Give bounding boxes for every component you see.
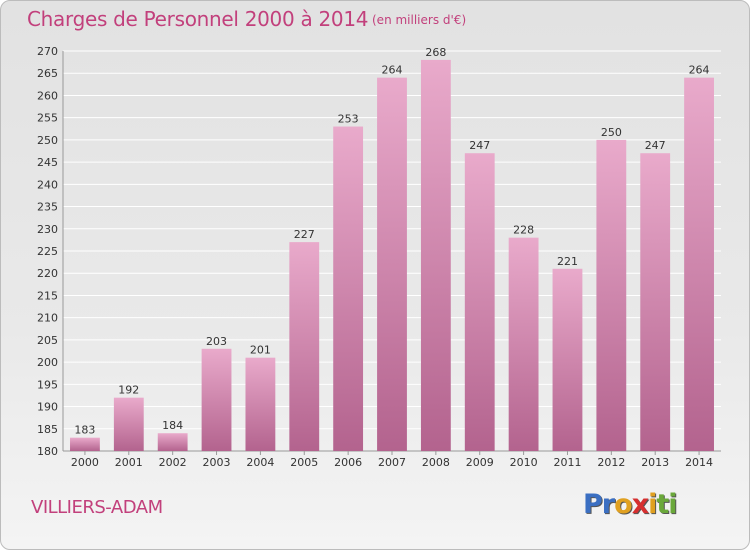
bar	[70, 437, 100, 451]
data-label: 228	[513, 224, 534, 237]
bar	[596, 139, 627, 451]
y-tick-label: 270	[37, 45, 58, 58]
y-tick-label: 225	[37, 245, 58, 258]
logo-letter: o	[614, 489, 633, 520]
data-label: 247	[469, 139, 490, 152]
bar	[201, 348, 232, 451]
data-label: 192	[118, 384, 139, 397]
x-tick-label: 2003	[203, 456, 231, 469]
city-name: VILLIERS-ADAM	[31, 497, 163, 518]
x-tick-label: 2012	[597, 456, 625, 469]
bar	[420, 59, 451, 452]
x-tick-label: 2006	[334, 456, 362, 469]
data-label: 203	[206, 335, 227, 348]
x-tick-label: 2013	[641, 456, 669, 469]
y-tick-label: 240	[37, 178, 58, 191]
bar	[289, 242, 320, 451]
chart-title: Charges de Personnel 2000 à 2014	[27, 7, 369, 31]
x-tick-label: 2004	[246, 456, 274, 469]
data-label: 201	[250, 344, 271, 357]
bar	[157, 433, 188, 451]
y-tick-label: 250	[37, 134, 58, 147]
data-label: 184	[162, 419, 183, 432]
y-tick-label: 180	[37, 445, 58, 458]
bars	[70, 59, 714, 452]
x-tick-label: 2008	[422, 456, 450, 469]
data-label: 183	[74, 424, 95, 437]
y-tick-label: 210	[37, 312, 58, 325]
data-label: 221	[557, 255, 578, 268]
y-tick-label: 260	[37, 89, 58, 102]
bar	[684, 77, 714, 452]
logo-letter: r	[601, 489, 615, 520]
data-label: 264	[689, 64, 710, 77]
data-label: 253	[338, 113, 359, 126]
y-tick-label: 190	[37, 401, 58, 414]
bar	[464, 153, 495, 451]
chart-subtitle: (en milliers d'€)	[372, 13, 467, 27]
y-tick-label: 235	[37, 201, 58, 214]
x-tick-label: 2007	[378, 456, 406, 469]
bar	[377, 77, 407, 452]
x-tick-label: 2005	[290, 456, 318, 469]
bar	[508, 237, 539, 451]
data-label: 227	[294, 228, 315, 241]
y-tick-label: 255	[37, 112, 58, 125]
proxiti-logo[interactable]: Proxiti	[583, 489, 678, 520]
value-labels: 183 192 184 203 201 227 253 264 268 247 228 221 250 2…	[74, 46, 709, 437]
logo-letter: P	[583, 489, 603, 520]
x-tick-label: 2010	[510, 456, 538, 469]
y-tick-label: 245	[37, 156, 58, 169]
x-tick-label: 2009	[466, 456, 494, 469]
y-tick-label: 265	[37, 67, 58, 80]
y-tick-labels: 180 185 190 195 200 205 210 215 220 225 230 235 240 2…	[37, 45, 58, 458]
y-tick-label: 215	[37, 289, 58, 302]
logo-letter: i	[668, 489, 677, 520]
logo-letter: x	[631, 489, 649, 520]
x-tick-labels: 2000 2001 2002 2003 2004 2005 2006 2007 2008 2009…	[71, 456, 713, 469]
data-label: 247	[645, 139, 666, 152]
bar	[552, 268, 583, 451]
bar	[640, 153, 671, 451]
logo-letter: i	[648, 489, 657, 520]
data-label: 250	[601, 126, 622, 139]
logo-letter: t	[656, 489, 669, 520]
y-tick-label: 195	[37, 378, 58, 391]
bar	[333, 126, 364, 452]
x-tick-label: 2011	[553, 456, 581, 469]
x-tick-label: 2002	[159, 456, 187, 469]
bar	[113, 397, 144, 451]
x-tick-label: 2001	[115, 456, 143, 469]
x-tick-label: 2000	[71, 456, 99, 469]
y-tick-label: 230	[37, 223, 58, 236]
y-tick-label: 205	[37, 334, 58, 347]
data-label: 264	[382, 64, 403, 77]
y-tick-label: 220	[37, 267, 58, 280]
data-label: 268	[425, 46, 446, 59]
bar	[245, 357, 276, 451]
x-tick-label: 2014	[685, 456, 713, 469]
y-tick-label: 200	[37, 356, 58, 369]
y-tick-label: 185	[37, 423, 58, 436]
